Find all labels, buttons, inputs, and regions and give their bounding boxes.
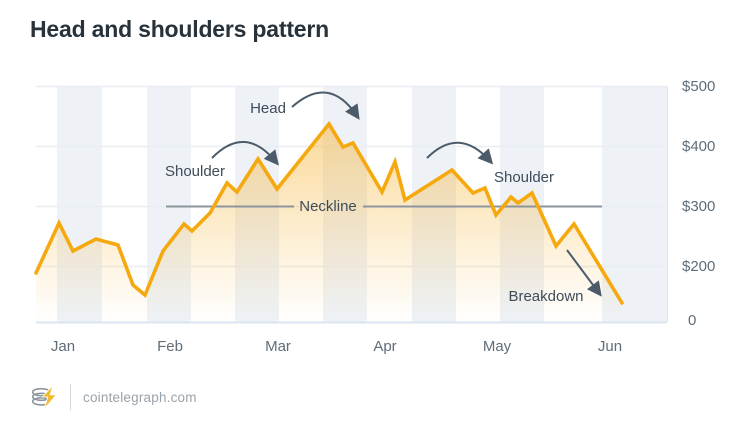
- annotation-head: Head: [250, 100, 286, 117]
- x-tick-label: Jan: [51, 338, 75, 355]
- curved-arrow: [426, 141, 494, 165]
- footer-site-text: cointelegraph.com: [83, 389, 197, 405]
- x-tick-label: May: [483, 338, 512, 355]
- x-tick-label: Mar: [265, 338, 291, 355]
- footer-divider: [70, 384, 71, 410]
- page-title: Head and shoulders pattern: [30, 16, 329, 42]
- cointelegraph-logo-icon: [31, 384, 58, 410]
- breakdown-arrow: [566, 249, 602, 297]
- annotation-shoulder: Shoulder: [165, 163, 225, 180]
- price-line: [34, 120, 624, 305]
- bg-stripe: [602, 86, 667, 322]
- y-tick-label: $500: [682, 78, 715, 95]
- x-tick-label: Jun: [598, 338, 622, 355]
- x-tick-label: Apr: [373, 338, 396, 355]
- annotation-breakdown: Breakdown: [508, 288, 583, 305]
- footer: cointelegraph.com: [30, 380, 197, 414]
- curved-arrow: [211, 141, 279, 166]
- y-tick-label: $400: [682, 138, 715, 155]
- y-tick-label: $300: [682, 198, 715, 215]
- neckline-label: Neckline: [299, 198, 357, 215]
- area-fill: [36, 124, 622, 322]
- curved-arrow: [291, 91, 360, 120]
- x-tick-label: Feb: [157, 338, 183, 355]
- y-tick-label: 0: [688, 312, 696, 329]
- y-tick-label: $200: [682, 258, 715, 275]
- annotation-shoulder: Shoulder: [494, 169, 554, 186]
- chart-svg: Neckline Shoulder Head Shoulder Breakdown Jan…: [34, 78, 715, 355]
